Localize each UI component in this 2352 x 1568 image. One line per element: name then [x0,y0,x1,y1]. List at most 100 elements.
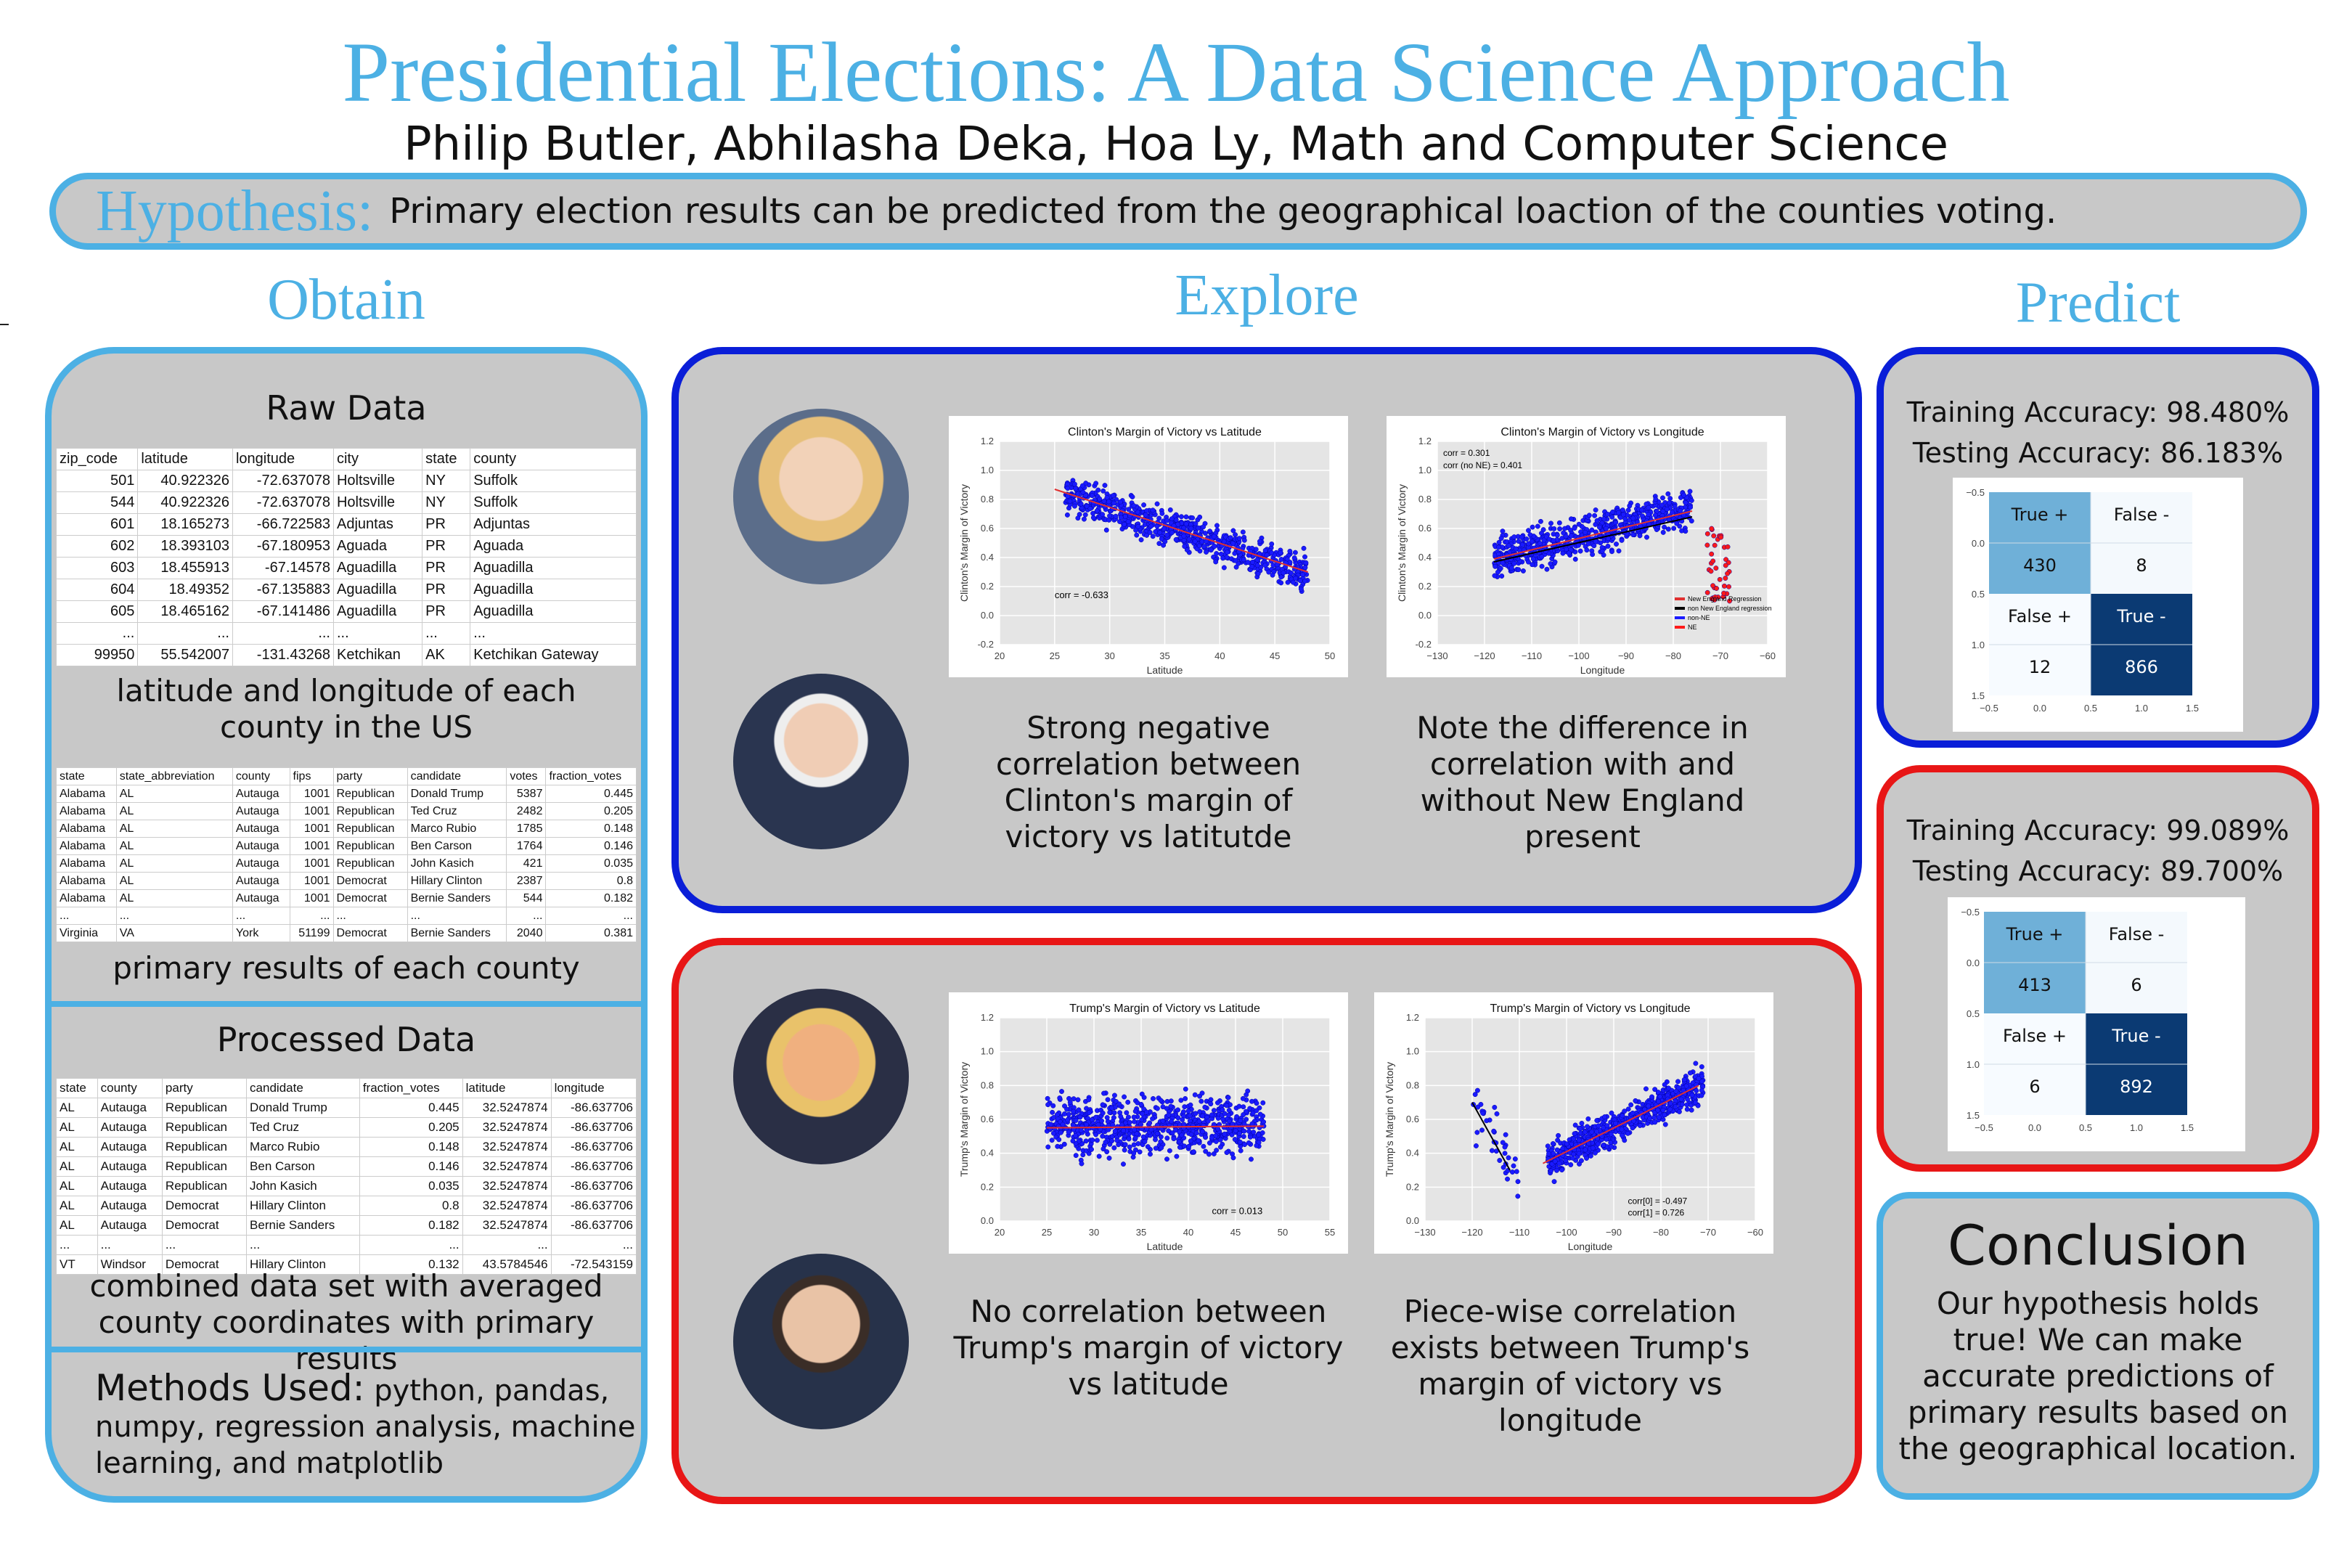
data-point [1117,499,1123,505]
data-point [1132,1127,1138,1133]
data-point [1625,1106,1631,1112]
data-point [1197,514,1203,520]
legend-swatch [1675,597,1685,600]
data-point [1506,543,1511,549]
data-point [1224,1150,1230,1156]
data-point [1164,1156,1169,1162]
table-cell: -67.14578 [232,557,334,579]
data-point [1054,1112,1060,1117]
table-cell: 0.146 [359,1156,463,1177]
data-point [1232,1137,1238,1143]
cell-label: True + [2006,924,2064,944]
legend-label: non New England regression [1688,605,1772,612]
data-point [1089,1146,1094,1152]
data-point [1526,541,1531,547]
data-point [1125,519,1131,524]
x-tick-label: 20 [995,1227,1005,1238]
table-cell: 1001 [289,820,334,838]
data-point [1500,560,1506,566]
data-point [1293,576,1299,581]
data-point [1079,483,1085,489]
data-point [1673,1104,1678,1110]
data-point [1712,542,1718,548]
data-point [1193,1130,1199,1136]
data-point [1675,1085,1681,1090]
table-cell: Marco Rubio [246,1137,360,1157]
x-tick-label: 0.5 [2079,1122,2092,1133]
table-cell: Democrat [161,1215,248,1236]
regression-line [1493,510,1693,560]
data-point [1614,542,1619,547]
x-tick-label: −110 [1509,1227,1530,1238]
data-point [1708,568,1714,574]
data-point [1511,534,1517,540]
data-point [1583,529,1588,535]
data-point [1247,1106,1253,1111]
data-point [1576,521,1582,527]
processed-data-table: state county party candidate fraction_votes l… [56,1078,637,1275]
data-point [1217,1144,1223,1150]
data-point [1175,1107,1180,1113]
x-tick-label: 20 [995,650,1005,661]
data-point [1130,494,1135,499]
data-point [1586,513,1592,518]
data-point [1604,1136,1609,1142]
table-header-cell: latitude [137,448,233,470]
data-point [1667,1101,1673,1106]
data-point [1679,528,1685,534]
table-cell: Aguadilla [332,579,423,601]
data-point [1109,1138,1115,1144]
data-point [1179,1132,1185,1138]
data-point [1613,520,1619,526]
data-point [1205,1118,1211,1124]
data-point [1511,1163,1516,1169]
y-tick-label: −0.5 [1966,487,1985,498]
data-point [1182,544,1188,550]
obtain-heading: Obtain [267,268,425,332]
data-point [1228,535,1233,541]
table-cell: PR [422,535,471,558]
data-point [1537,541,1543,546]
y-tick-label: 0.2 [1406,1181,1419,1192]
data-point [1111,1145,1117,1151]
data-point [1233,558,1238,563]
data-point [1502,1144,1508,1150]
data-point [1116,1142,1122,1148]
table-cell: AL [56,1156,98,1177]
data-point [1101,1090,1107,1096]
data-point [1530,556,1536,562]
data-point [1519,542,1525,548]
edge-mark [0,324,9,325]
data-point [1073,1132,1079,1138]
data-point [1643,1086,1649,1092]
table-cell: 1001 [289,785,334,803]
table-cell: Alabama [56,889,117,907]
data-point [1131,1114,1137,1120]
data-point [1073,1117,1079,1123]
data-point [1667,496,1673,502]
table-header-cell: state [422,448,471,470]
table-cell: 1001 [289,837,334,855]
data-point [1093,481,1099,486]
data-point [1585,1116,1591,1122]
table-cell: -72.637078 [232,470,334,492]
data-point [1050,1109,1055,1115]
table-cell: 32.5247874 [462,1098,552,1118]
data-point [1579,1120,1585,1126]
legend-swatch [1675,607,1685,610]
table-cell: 51199 [289,924,334,942]
data-point [1064,1106,1070,1112]
table-row: 603 18.455913 -67.14578 Aguadilla PR Aguadill… [55,557,637,579]
data-point [1670,510,1675,515]
data-point [1214,523,1220,528]
y-tick-label: 0.2 [1418,581,1432,592]
data-point [1660,495,1665,501]
data-point [1193,1111,1199,1116]
table-cell: 18.465162 [137,600,233,623]
cell-value: 430 [2023,555,2057,576]
clinton-longitude-caption: Note the difference in correlation with … [1416,710,1749,854]
data-point [1665,491,1671,497]
data-point [1660,508,1666,514]
data-point [1153,1137,1158,1143]
data-point [1262,563,1268,568]
